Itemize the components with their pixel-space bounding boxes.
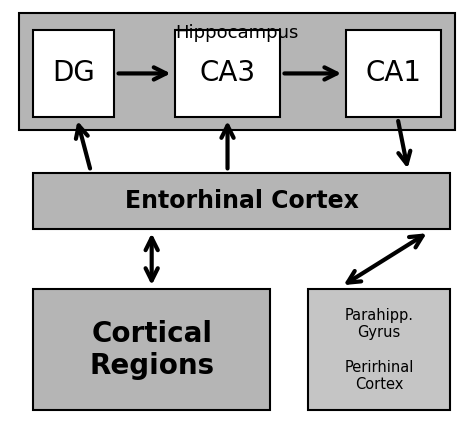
Bar (33, 173, 450, 229)
Text: Hippocampus: Hippocampus (175, 24, 299, 42)
Bar (308, 289, 450, 410)
Text: DG: DG (52, 60, 95, 87)
Text: Entorhinal Cortex: Entorhinal Cortex (125, 189, 359, 213)
Text: Cortical
Regions: Cortical Regions (89, 320, 214, 380)
Bar (346, 30, 441, 117)
Bar (33, 289, 270, 410)
Text: CA3: CA3 (200, 60, 255, 87)
Bar (33, 30, 114, 117)
Text: CA1: CA1 (365, 60, 421, 87)
Text: Parahipp.
Gyrus

Perirhinal
Cortex: Parahipp. Gyrus Perirhinal Cortex (345, 308, 414, 392)
Bar (175, 30, 280, 117)
Bar (19, 13, 455, 130)
